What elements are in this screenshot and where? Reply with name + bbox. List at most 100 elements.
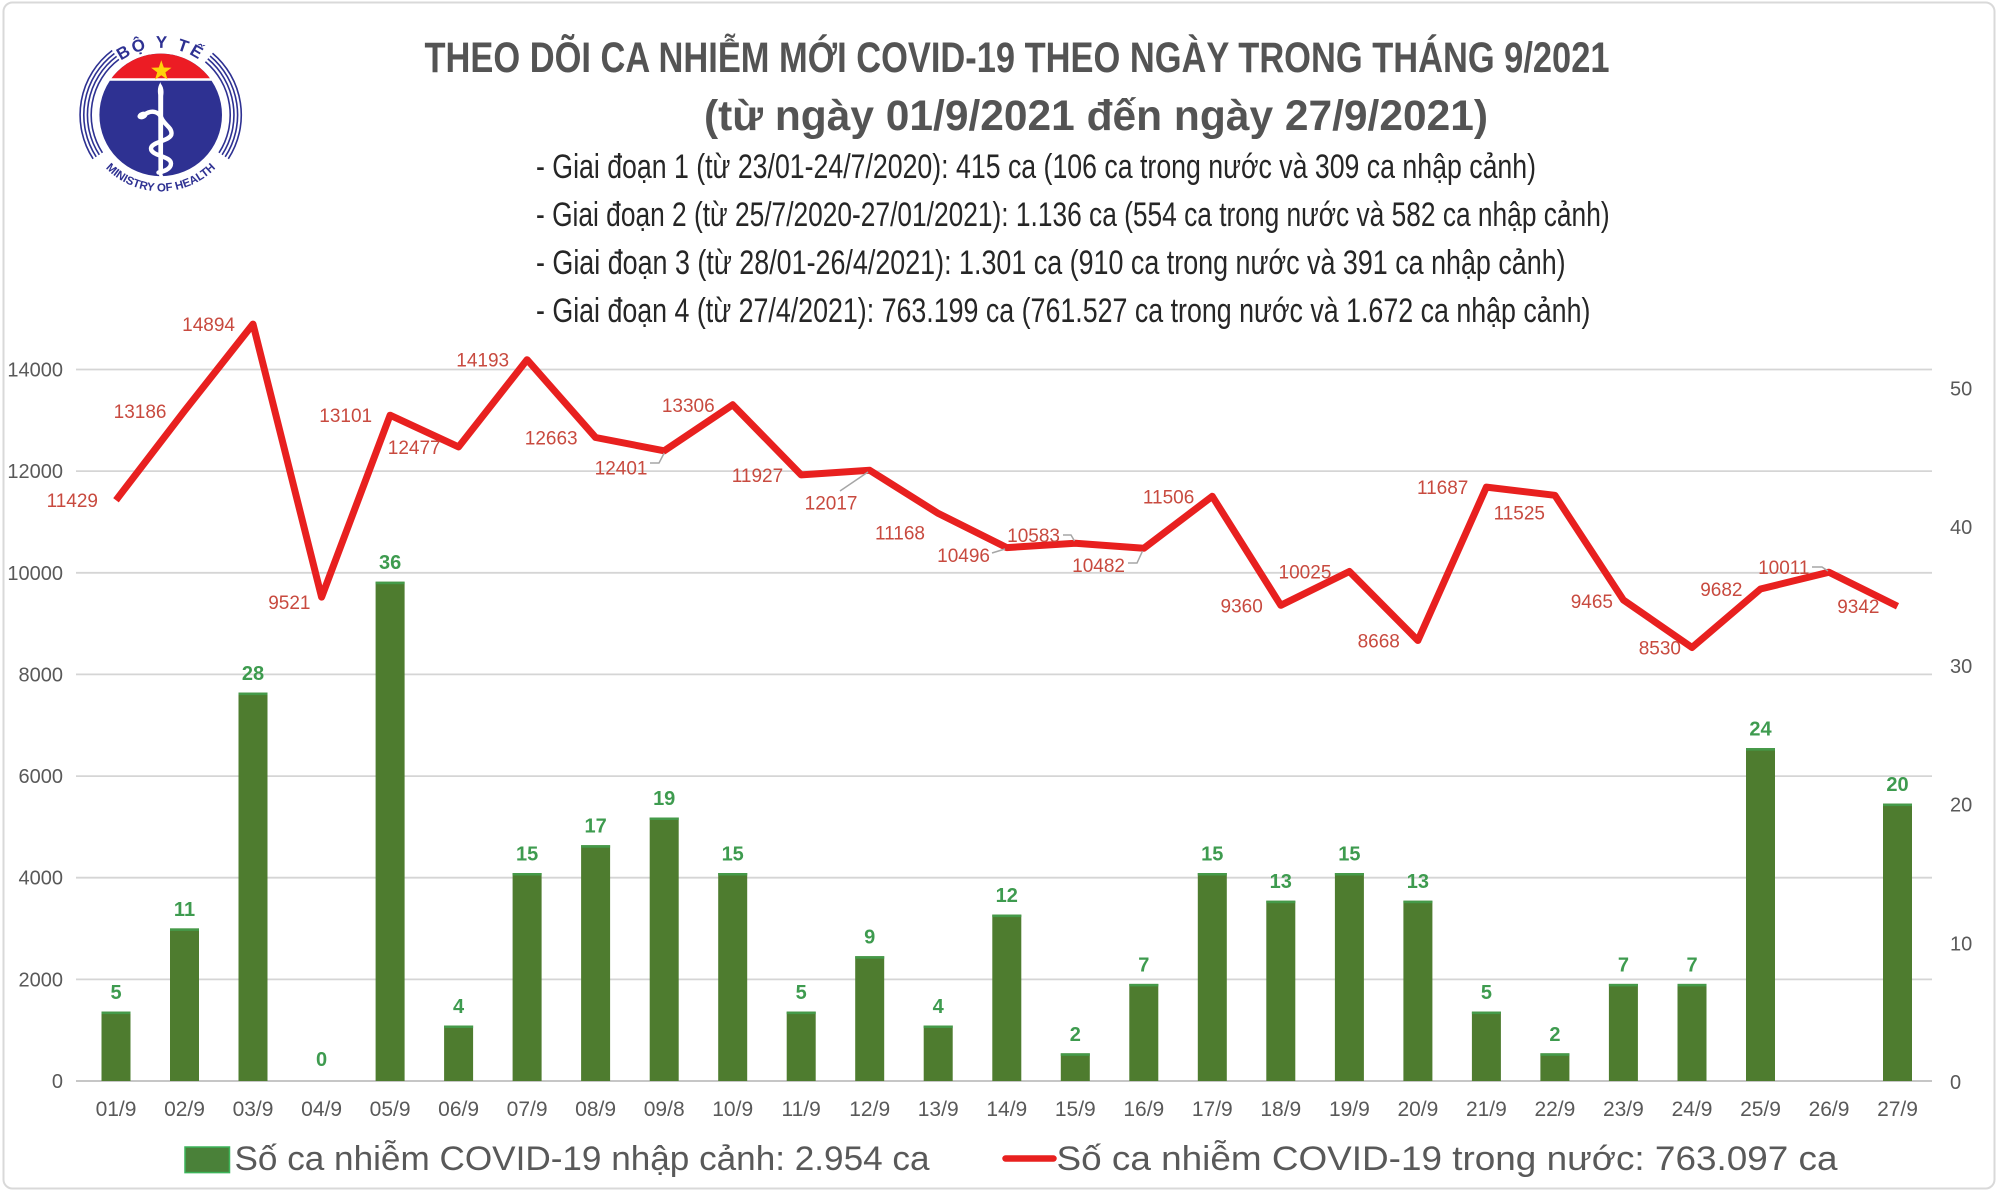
svg-text:12663: 12663 xyxy=(525,429,578,450)
svg-text:15: 15 xyxy=(516,844,538,866)
svg-text:10011: 10011 xyxy=(1758,558,1809,579)
svg-text:9342: 9342 xyxy=(1837,597,1879,618)
svg-text:36: 36 xyxy=(379,552,401,574)
svg-text:11429: 11429 xyxy=(47,491,98,512)
svg-text:- Giai đoạn 2 (từ 25/7/2020-27: - Giai đoạn 2 (từ 25/7/2020-27/01/2021):… xyxy=(536,196,1610,234)
svg-text:10: 10 xyxy=(1950,933,1972,955)
svg-text:15: 15 xyxy=(722,844,744,866)
svg-text:12000: 12000 xyxy=(7,461,63,483)
svg-text:12017: 12017 xyxy=(805,494,858,515)
svg-text:28: 28 xyxy=(242,663,264,685)
svg-text:9682: 9682 xyxy=(1700,580,1742,601)
svg-text:13/9: 13/9 xyxy=(918,1098,959,1121)
svg-text:17: 17 xyxy=(584,816,606,838)
svg-text:27/9: 27/9 xyxy=(1877,1098,1918,1121)
svg-text:7: 7 xyxy=(1138,954,1149,976)
svg-text:26/9: 26/9 xyxy=(1809,1098,1850,1121)
svg-text:15: 15 xyxy=(1201,844,1223,866)
svg-text:8000: 8000 xyxy=(19,664,64,686)
svg-text:14000: 14000 xyxy=(7,360,63,382)
svg-text:5: 5 xyxy=(110,982,121,1004)
svg-text:0: 0 xyxy=(52,1071,63,1093)
svg-text:12: 12 xyxy=(996,885,1018,907)
svg-text:24: 24 xyxy=(1749,719,1772,741)
svg-text:9465: 9465 xyxy=(1571,592,1613,613)
svg-text:09/8: 09/8 xyxy=(644,1098,685,1121)
svg-text:12477: 12477 xyxy=(388,438,441,459)
svg-text:16/9: 16/9 xyxy=(1123,1098,1164,1121)
svg-text:11/9: 11/9 xyxy=(782,1098,821,1121)
svg-text:9360: 9360 xyxy=(1221,596,1263,617)
svg-text:14193: 14193 xyxy=(456,351,509,372)
svg-text:03/9: 03/9 xyxy=(233,1098,274,1121)
svg-text:4000: 4000 xyxy=(19,868,64,890)
svg-text:9: 9 xyxy=(864,927,875,949)
svg-text:0: 0 xyxy=(1950,1072,1961,1094)
svg-text:20/9: 20/9 xyxy=(1397,1098,1438,1121)
svg-text:23/9: 23/9 xyxy=(1603,1098,1644,1121)
svg-text:04/9: 04/9 xyxy=(301,1098,342,1121)
svg-text:13: 13 xyxy=(1270,871,1292,893)
svg-text:12/9: 12/9 xyxy=(849,1098,890,1121)
svg-text:- Giai đoạn 3 (từ 28/01-26/4/2: - Giai đoạn 3 (từ 28/01-26/4/2021): 1.30… xyxy=(536,244,1566,282)
svg-text:11506: 11506 xyxy=(1143,487,1194,508)
svg-text:11927: 11927 xyxy=(732,466,783,487)
svg-text:(từ ngày 01/9/2021 đến ngày 27: (từ ngày 01/9/2021 đến ngày 27/9/2021) xyxy=(704,92,1488,140)
svg-text:19/9: 19/9 xyxy=(1329,1098,1370,1121)
svg-text:7: 7 xyxy=(1686,954,1697,976)
svg-text:Số ca nhiễm COVID-19 nhập cảnh: Số ca nhiễm COVID-19 nhập cảnh: 2.954 ca xyxy=(235,1140,930,1178)
svg-text:40: 40 xyxy=(1950,517,1972,539)
svg-text:17/9: 17/9 xyxy=(1192,1098,1233,1121)
svg-text:10496: 10496 xyxy=(937,546,990,567)
svg-text:13: 13 xyxy=(1407,871,1429,893)
svg-text:12401: 12401 xyxy=(595,459,648,480)
svg-text:Số ca nhiễm COVID-19 trong nướ: Số ca nhiễm COVID-19 trong nước: 763.097… xyxy=(1057,1140,1838,1178)
svg-text:7: 7 xyxy=(1618,954,1629,976)
svg-text:10000: 10000 xyxy=(7,563,63,585)
svg-text:15: 15 xyxy=(1338,844,1360,866)
svg-text:14/9: 14/9 xyxy=(986,1098,1027,1121)
svg-text:06/9: 06/9 xyxy=(438,1098,479,1121)
svg-text:10025: 10025 xyxy=(1279,563,1332,584)
svg-text:2000: 2000 xyxy=(19,969,64,991)
svg-text:6000: 6000 xyxy=(19,766,64,788)
svg-text:13186: 13186 xyxy=(114,402,167,423)
svg-text:20: 20 xyxy=(1950,795,1972,817)
svg-text:13306: 13306 xyxy=(662,396,715,417)
svg-text:2: 2 xyxy=(1070,1024,1081,1046)
svg-text:2: 2 xyxy=(1549,1024,1560,1046)
svg-text:21/9: 21/9 xyxy=(1466,1098,1507,1121)
svg-text:11: 11 xyxy=(174,899,195,921)
svg-text:08/9: 08/9 xyxy=(575,1098,616,1121)
svg-text:- Giai đoạn 1 (từ 23/01-24/7/2: - Giai đoạn 1 (từ 23/01-24/7/2020): 415 … xyxy=(536,148,1536,186)
svg-text:13101: 13101 xyxy=(319,406,372,427)
svg-text:10482: 10482 xyxy=(1072,556,1125,577)
svg-text:24/9: 24/9 xyxy=(1672,1098,1713,1121)
svg-text:11168: 11168 xyxy=(875,524,925,545)
svg-text:10583: 10583 xyxy=(1007,526,1060,547)
svg-text:0: 0 xyxy=(316,1049,327,1071)
svg-text:02/9: 02/9 xyxy=(164,1098,205,1121)
svg-text:19: 19 xyxy=(653,788,675,810)
svg-text:9521: 9521 xyxy=(268,593,310,614)
svg-text:THEO DÕI CA NHIỄM MỚI COVID-19: THEO DÕI CA NHIỄM MỚI COVID-19 THEO NGÀY… xyxy=(425,33,1610,82)
svg-text:10/9: 10/9 xyxy=(712,1098,753,1121)
svg-text:5: 5 xyxy=(1481,982,1492,1004)
svg-text:05/9: 05/9 xyxy=(370,1098,411,1121)
svg-text:01/9: 01/9 xyxy=(96,1098,137,1121)
svg-text:07/9: 07/9 xyxy=(507,1098,548,1121)
svg-text:22/9: 22/9 xyxy=(1534,1098,1575,1121)
svg-text:11687: 11687 xyxy=(1417,478,1468,499)
svg-text:30: 30 xyxy=(1950,656,1972,678)
svg-text:25/9: 25/9 xyxy=(1740,1098,1781,1121)
svg-text:50: 50 xyxy=(1950,379,1972,401)
svg-text:- Giai đoạn 4 (từ 27/4/2021):: - Giai đoạn 4 (từ 27/4/2021): 763.199 ca… xyxy=(536,292,1590,330)
svg-text:15/9: 15/9 xyxy=(1055,1098,1096,1121)
svg-text:8668: 8668 xyxy=(1358,632,1400,653)
svg-text:18/9: 18/9 xyxy=(1260,1098,1301,1121)
svg-text:20: 20 xyxy=(1886,774,1908,796)
svg-text:4: 4 xyxy=(453,996,465,1018)
svg-text:8530: 8530 xyxy=(1639,639,1681,660)
svg-text:11525: 11525 xyxy=(1494,504,1545,525)
svg-text:14894: 14894 xyxy=(182,315,235,336)
